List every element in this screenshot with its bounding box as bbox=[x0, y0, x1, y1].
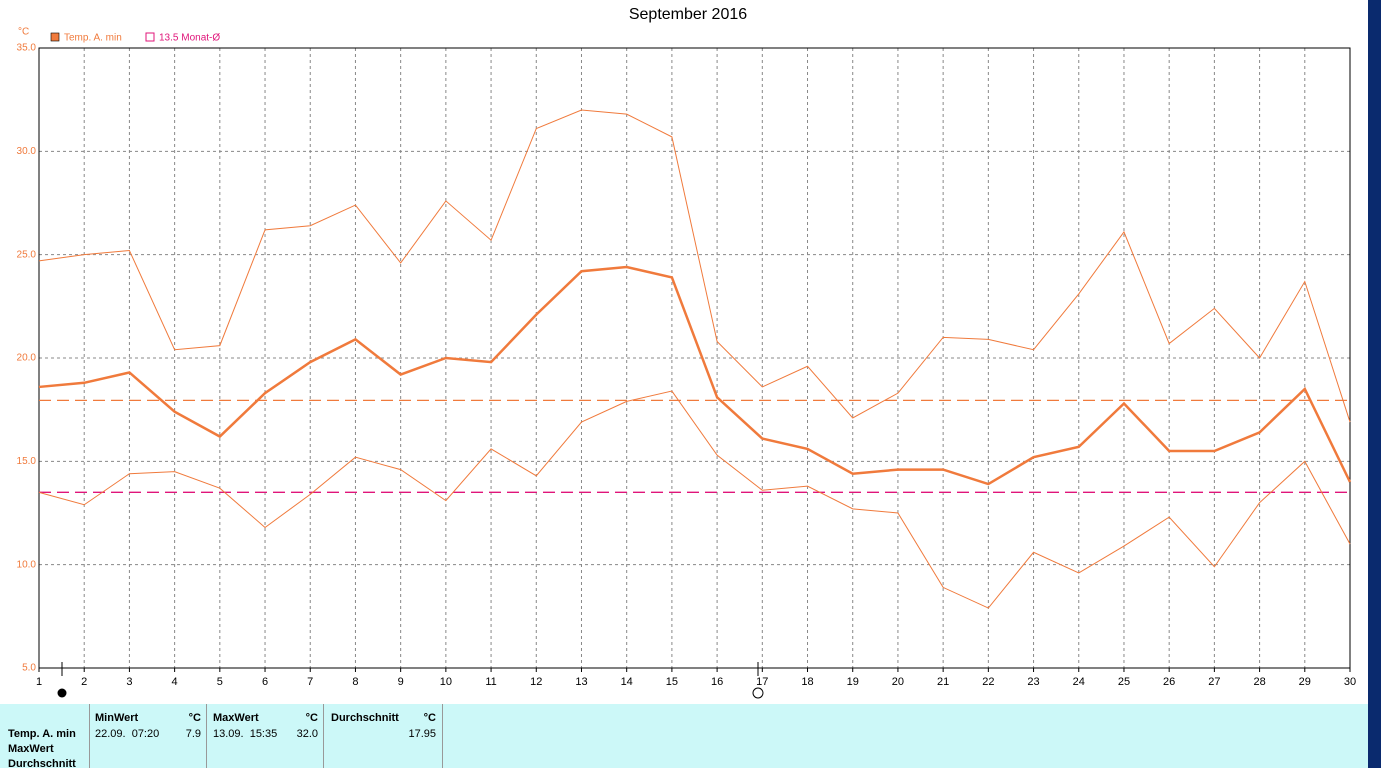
col-header: MinWert bbox=[95, 712, 139, 724]
legend-swatch bbox=[50, 32, 60, 42]
stats-column: MaxWert °C 13.09. 15:35 32.0 bbox=[206, 704, 324, 768]
window-border bbox=[1368, 0, 1381, 768]
x-tick-label: 11 bbox=[485, 676, 496, 688]
col-unit: °C bbox=[305, 712, 318, 724]
chart: September 2016 °C 5.0 10.0 15.0 20.0 25.0 30.… bbox=[17, 6, 1356, 699]
x-tick-label: 20 bbox=[892, 676, 904, 688]
x-tick-label: 2 bbox=[81, 676, 87, 688]
cell-time: 22.09. 07:20 bbox=[95, 728, 160, 740]
legend-label: 13.5 Monat-Ø bbox=[159, 33, 220, 44]
stats-column: Durchschnitt °C 17.95 bbox=[323, 704, 443, 768]
x-tick-label: 8 bbox=[352, 676, 358, 688]
x-tick-label: 18 bbox=[801, 676, 813, 688]
moon-phase bbox=[57, 688, 67, 698]
row-label: Durchschnitt bbox=[8, 758, 76, 770]
cell-value: 7.9 bbox=[185, 728, 201, 740]
x-tick-label: 6 bbox=[262, 676, 268, 688]
range-line bbox=[38, 390, 1351, 609]
x-tick-label: 1 bbox=[36, 676, 42, 688]
x-tick-label: 26 bbox=[1163, 676, 1175, 688]
legend-swatch bbox=[145, 32, 155, 42]
chart-title: September 2016 bbox=[629, 6, 747, 23]
cell-value: 32.0 bbox=[296, 728, 318, 740]
x-tick-label: 13 bbox=[575, 676, 587, 688]
col-header: Durchschnitt bbox=[331, 712, 399, 724]
x-tick-label: 10 bbox=[440, 676, 452, 688]
x-tick-label: 9 bbox=[398, 676, 404, 688]
x-tick-label: 19 bbox=[847, 676, 859, 688]
stats-table: Temp. A. min MaxWert Durchschnitt MinWer… bbox=[0, 704, 1368, 770]
plot-frame bbox=[38, 47, 1351, 669]
x-tick-label: 25 bbox=[1118, 676, 1130, 688]
cell-value: 17.95 bbox=[408, 728, 436, 740]
x-tick-label: 12 bbox=[530, 676, 542, 688]
moon-phase bbox=[752, 687, 764, 699]
x-tick-label: 30 bbox=[1344, 676, 1356, 688]
col-header: MaxWert bbox=[213, 712, 259, 724]
x-tick-label: 4 bbox=[172, 676, 178, 688]
x-tick-label: 15 bbox=[666, 676, 678, 688]
x-tick-label: 27 bbox=[1208, 676, 1220, 688]
x-tick-label: 22 bbox=[982, 676, 994, 688]
legend-label: Temp. A. min bbox=[64, 33, 122, 44]
y-tick-label: 5.0 bbox=[22, 663, 36, 674]
y-tick-label: 25.0 bbox=[17, 249, 37, 260]
col-unit: °C bbox=[188, 712, 201, 724]
x-tick-label: 21 bbox=[937, 676, 949, 688]
x-tick-label: 7 bbox=[307, 676, 313, 688]
x-tick-label: 16 bbox=[711, 676, 723, 688]
y-tick-label: 20.0 bbox=[17, 353, 37, 364]
cell-time: 13.09. 15:35 bbox=[213, 728, 278, 740]
y-tick-label: 15.0 bbox=[17, 456, 37, 467]
x-tick-label: 24 bbox=[1073, 676, 1085, 688]
row-label: Temp. A. min bbox=[8, 728, 76, 740]
col-unit: °C bbox=[423, 712, 436, 724]
x-tick-label: 5 bbox=[217, 676, 223, 688]
stats-column: MinWert °C 22.09. 07:20 7.9 bbox=[89, 704, 207, 768]
x-tick-label: 17 bbox=[756, 676, 768, 688]
range-line bbox=[38, 109, 1351, 423]
y-tick-label: 30.0 bbox=[17, 146, 37, 157]
series-line bbox=[38, 265, 1352, 486]
x-tick-label: 29 bbox=[1299, 676, 1311, 688]
y-unit: °C bbox=[18, 27, 29, 38]
x-tick-label: 3 bbox=[126, 676, 132, 688]
row-label: MaxWert bbox=[8, 743, 54, 755]
y-tick-label: 35.0 bbox=[17, 43, 37, 54]
x-tick-label: 28 bbox=[1253, 676, 1265, 688]
x-tick-label: 23 bbox=[1027, 676, 1039, 688]
y-tick-label: 10.0 bbox=[17, 559, 37, 570]
x-tick-label: 14 bbox=[621, 676, 633, 688]
